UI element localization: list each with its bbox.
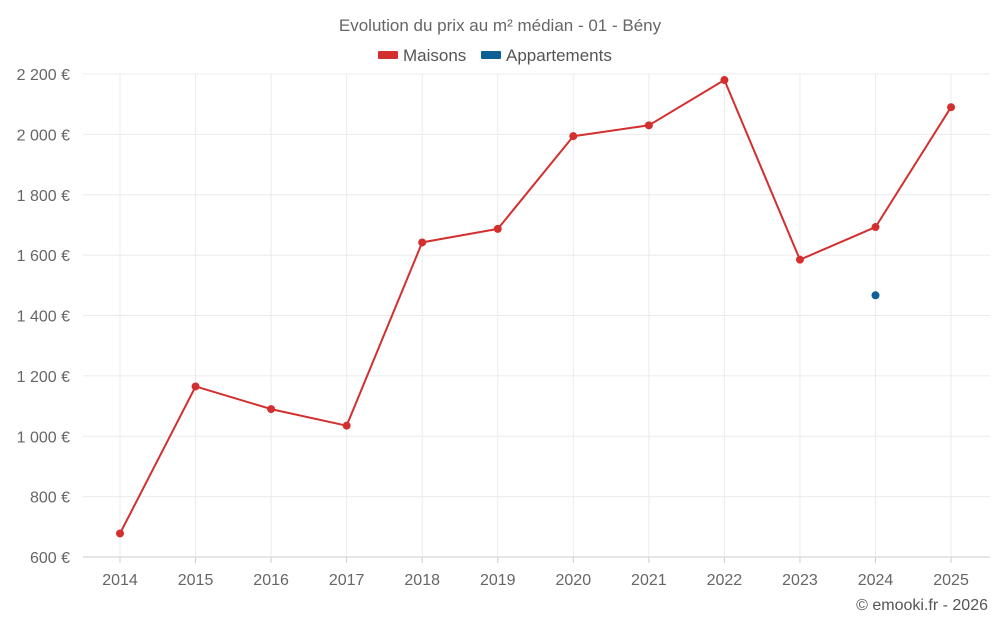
y-tick-label: 800 €: [30, 490, 70, 507]
x-tick-label: 2025: [933, 572, 969, 589]
x-tick-label: 2021: [631, 572, 667, 589]
y-tick-label: 1 600 €: [17, 248, 70, 265]
legend-swatch-appartements: [481, 51, 501, 59]
chart-title: Evolution du prix au m² médian - 01 - Bé…: [339, 16, 662, 35]
series-layer: [116, 76, 956, 538]
data-point-maisons[interactable]: [191, 382, 200, 391]
gridlines: [83, 73, 990, 558]
data-point-maisons[interactable]: [418, 238, 427, 247]
data-point-maisons[interactable]: [116, 529, 124, 538]
legend-label-appartements: Appartements: [506, 46, 612, 65]
legend-item-maisons[interactable]: Maisons: [378, 46, 466, 65]
legend: Maisons Appartements: [378, 46, 612, 65]
x-tick-label: 2018: [404, 572, 440, 589]
y-tick-label: 2 000 €: [17, 127, 70, 144]
y-tick-label: 2 200 €: [17, 67, 70, 84]
data-point-maisons[interactable]: [493, 224, 502, 233]
data-point-maisons[interactable]: [644, 121, 653, 130]
data-point-maisons[interactable]: [569, 132, 578, 141]
series-line-maisons: [119, 79, 952, 534]
y-tick-label: 1 200 €: [17, 369, 70, 386]
x-tick-label: 2023: [782, 572, 818, 589]
legend-swatch-maisons: [378, 51, 398, 59]
x-tick-label: 2024: [858, 572, 894, 589]
data-point-maisons[interactable]: [342, 421, 351, 430]
x-tick-label: 2022: [707, 572, 743, 589]
data-point-maisons[interactable]: [871, 223, 880, 232]
data-point-maisons[interactable]: [267, 405, 276, 414]
credit-text: © emooki.fr - 2026: [856, 597, 988, 614]
x-tick-label: 2014: [102, 572, 138, 589]
x-axis-ticks: 2014 2015 2016 2017 2018 2019 2020 2021 2022 2023…: [102, 557, 969, 589]
data-point-maisons[interactable]: [947, 103, 956, 112]
x-tick-label: 2017: [329, 572, 365, 589]
data-point-maisons[interactable]: [795, 255, 804, 264]
x-tick-label: 2015: [178, 572, 214, 589]
data-point-maisons[interactable]: [720, 76, 729, 85]
data-point-appartements[interactable]: [871, 291, 880, 300]
x-tick-label: 2019: [480, 572, 516, 589]
x-tick-label: 2020: [556, 572, 592, 589]
y-axis-ticks: 600 € 800 € 1 000 € 1 200 € 1 400 € 1 600 € 1 …: [17, 67, 70, 567]
legend-label-maisons: Maisons: [403, 46, 466, 65]
y-tick-label: 1 000 €: [17, 429, 70, 446]
legend-item-appartements[interactable]: Appartements: [481, 46, 612, 65]
y-tick-label: 600 €: [30, 550, 70, 567]
y-tick-label: 1 800 €: [17, 188, 70, 205]
y-tick-label: 1 400 €: [17, 309, 70, 326]
x-tick-label: 2016: [253, 572, 289, 589]
